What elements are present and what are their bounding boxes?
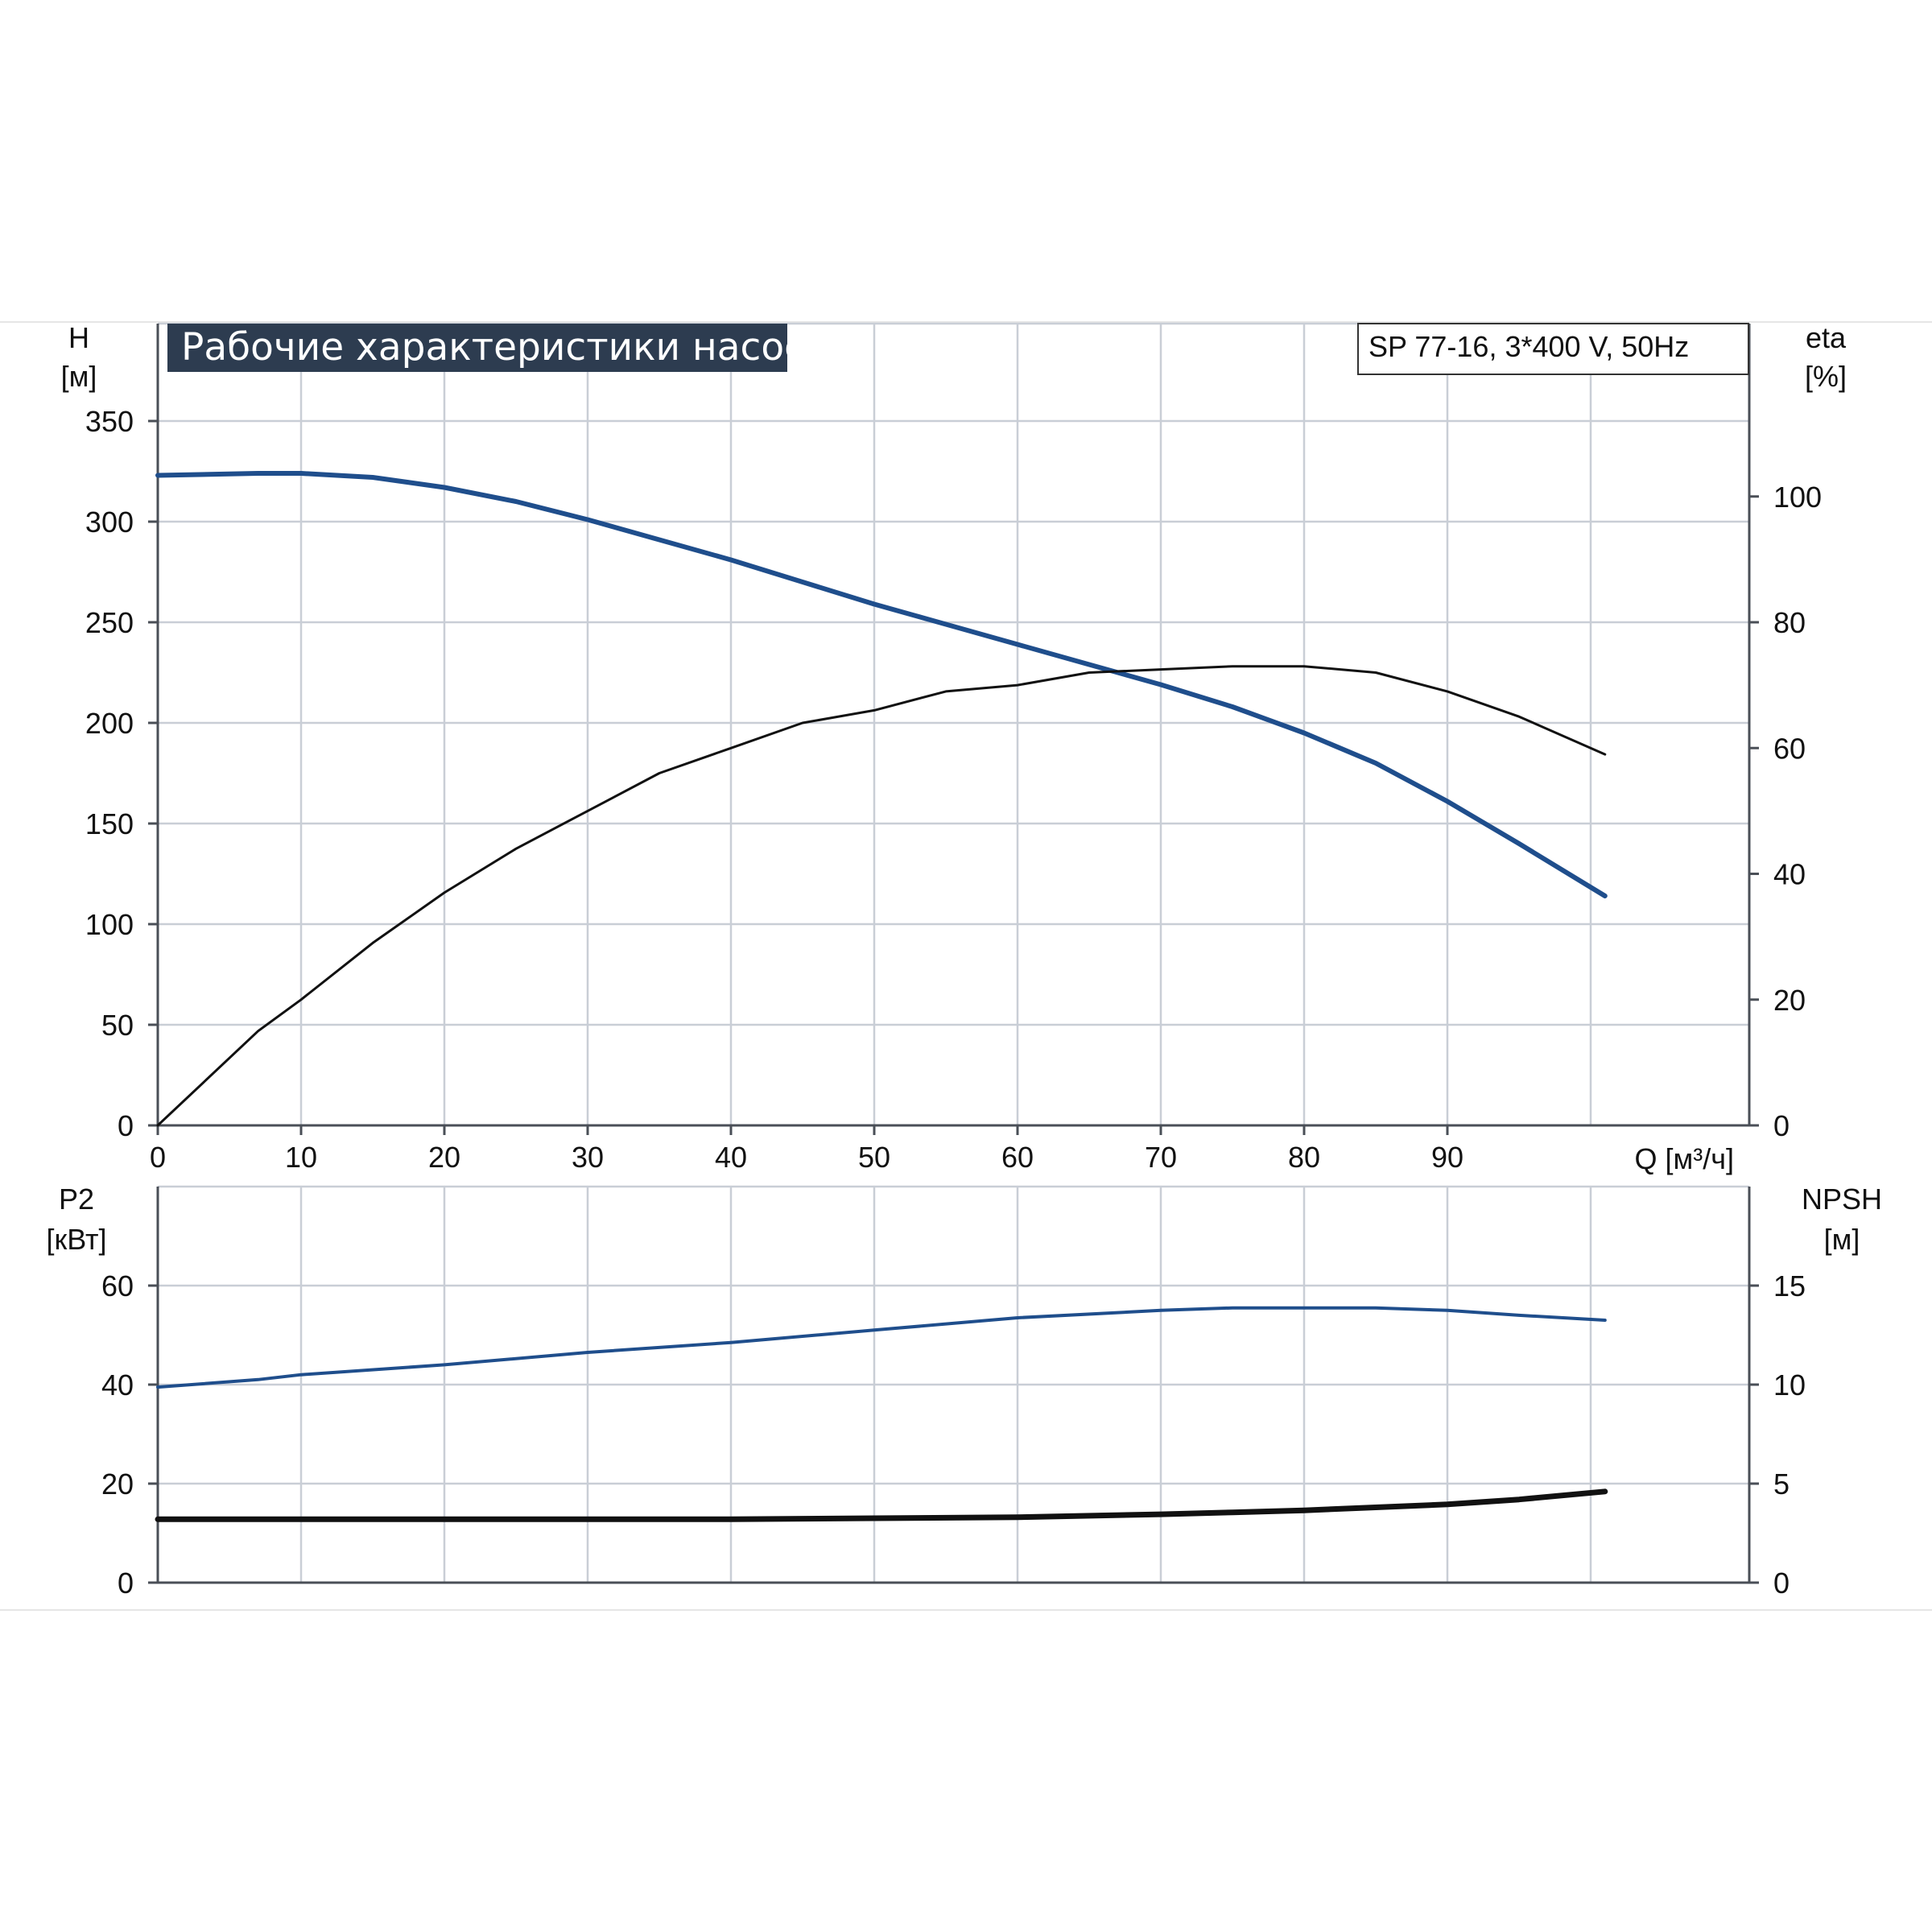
upper-left-tick-label: 100 xyxy=(85,908,134,941)
lower-right-tick-label: 15 xyxy=(1773,1269,1806,1302)
lower-right-axis-unit: [м] xyxy=(1824,1223,1860,1256)
upper-right-axis-unit: [%] xyxy=(1805,360,1847,393)
upper-right-tick-label: 40 xyxy=(1773,858,1806,891)
x-tick-label: 0 xyxy=(150,1141,166,1174)
x-tick-label: 80 xyxy=(1288,1141,1320,1174)
chart-title: Рабочие характеристики насоса xyxy=(181,325,828,369)
upper-left-axis-unit: [м] xyxy=(61,360,97,393)
grid-layer xyxy=(0,321,1932,1611)
lower-left-axis-unit: [кВт] xyxy=(46,1223,106,1256)
lower-left-tick-label: 20 xyxy=(101,1468,134,1501)
axes-layer xyxy=(148,324,1759,1584)
upper-left-tick-label: 350 xyxy=(85,405,134,438)
x-tick-label: 40 xyxy=(715,1141,747,1174)
axis-titles: H [м] eta [%] Q [м³/ч] P2 [кВт] NPSH [м] xyxy=(46,321,1882,1256)
model-label: SP 77-16, 3*400 V, 50Hz xyxy=(1368,330,1689,363)
lower-series-left-line xyxy=(156,1306,1607,1389)
upper-left-tick-label: 250 xyxy=(85,606,134,639)
series-layer xyxy=(155,471,1608,1522)
lower-left-tick-label: 40 xyxy=(101,1368,134,1402)
upper-left-tick-label: 150 xyxy=(85,807,134,840)
upper-right-tick-label: 0 xyxy=(1773,1109,1790,1142)
upper-right-tick-label: 80 xyxy=(1773,606,1806,639)
x-tick-label: 60 xyxy=(1001,1141,1034,1174)
upper-left-axis-label: H xyxy=(68,321,89,354)
x-axis-label: Q [м³/ч] xyxy=(1634,1142,1734,1175)
lower-left-axis-label: P2 xyxy=(59,1183,94,1216)
chart-title-box: Рабочие характеристики насоса xyxy=(167,324,828,372)
lower-right-axis-label: NPSH xyxy=(1802,1183,1882,1216)
upper-series-right-line xyxy=(156,665,1607,1127)
upper-left-tick-label: 50 xyxy=(101,1009,134,1042)
upper-right-tick-label: 20 xyxy=(1773,984,1806,1017)
lower-left-tick-label: 60 xyxy=(101,1269,134,1302)
x-tick-label: 90 xyxy=(1431,1141,1463,1174)
x-tick-label: 50 xyxy=(858,1141,890,1174)
lower-right-tick-label: 5 xyxy=(1773,1468,1790,1501)
model-label-box: SP 77-16, 3*400 V, 50Hz xyxy=(1357,323,1749,375)
upper-right-axis-label: eta xyxy=(1806,321,1847,354)
lower-left-tick-label: 0 xyxy=(118,1567,134,1600)
x-tick-label: 70 xyxy=(1145,1141,1177,1174)
x-tick-label: 30 xyxy=(572,1141,604,1174)
lower-right-tick-label: 0 xyxy=(1773,1567,1790,1600)
upper-right-tick-label: 100 xyxy=(1773,481,1822,514)
upper-left-tick-label: 0 xyxy=(118,1109,134,1142)
lower-right-tick-label: 10 xyxy=(1773,1368,1806,1402)
lower-series-right-line xyxy=(155,1488,1608,1522)
upper-series-left-line xyxy=(155,471,1608,898)
x-tick-label: 20 xyxy=(428,1141,460,1174)
upper-right-tick-label: 60 xyxy=(1773,732,1806,765)
x-tick-label: 10 xyxy=(285,1141,317,1174)
upper-left-tick-label: 200 xyxy=(85,707,134,740)
upper-left-tick-label: 300 xyxy=(85,506,134,539)
